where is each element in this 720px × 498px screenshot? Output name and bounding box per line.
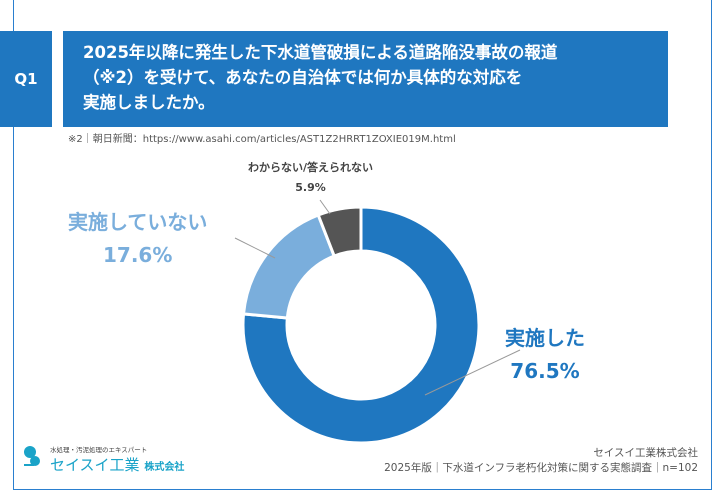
leader-line: [234, 237, 276, 259]
donut-slice: [316, 205, 363, 258]
card-frame: [13, 0, 712, 490]
value-label: 17.6%: [103, 243, 173, 267]
footer-source: セイスイ工業株式会社 2025年版｜下水道インフラ老朽化対策に関する実態調査｜n…: [384, 446, 698, 476]
question-line: 2025年以降に発生した下水道管破損による道路陥没事故の報道: [83, 43, 558, 62]
survey-info: 2025年版｜下水道インフラ老朽化対策に関する実態調査｜n=102: [384, 462, 698, 474]
leader-line: [424, 349, 521, 396]
question-line: 実施しましたか。: [83, 93, 215, 112]
category-label: わからない/答えられない: [248, 161, 374, 174]
logo-mark-icon: [24, 446, 40, 466]
question-title: 2025年以降に発生した下水道管破損による道路陥没事故の報道 （※2）を受けて、…: [63, 31, 668, 127]
logo-name-text: セイスイ工業: [50, 456, 140, 474]
company-logo: 水処理・汚泥処理のエキスパート セイスイ工業 株式会社: [22, 444, 184, 474]
logo-suffix: 株式会社: [144, 462, 185, 473]
donut-slice: [241, 213, 337, 320]
leader-line: [319, 199, 331, 215]
value-label: 76.5%: [510, 359, 580, 383]
label-unknown: わからない/答えられない 5.9%: [248, 158, 373, 198]
question-line: （※2）を受けて、あなたの自治体では何か具体的な対応を: [83, 68, 523, 87]
logo-tagline: 水処理・汚泥処理のエキスパート: [50, 446, 148, 454]
category-label: 実施した: [505, 326, 585, 350]
donut-slice: [241, 205, 481, 445]
logo-name: セイスイ工業 株式会社: [50, 454, 184, 475]
source-note: ※2｜朝日新聞：https://www.asahi.com/articles/A…: [68, 134, 456, 145]
category-label: 実施していない: [68, 210, 208, 234]
label-not-implemented: 実施していない 17.6%: [68, 206, 207, 267]
question-number: Q1: [0, 31, 52, 127]
value-label: 5.9%: [295, 181, 326, 194]
label-implemented: 実施した 76.5%: [505, 322, 585, 383]
company-name: セイスイ工業株式会社: [593, 447, 698, 459]
